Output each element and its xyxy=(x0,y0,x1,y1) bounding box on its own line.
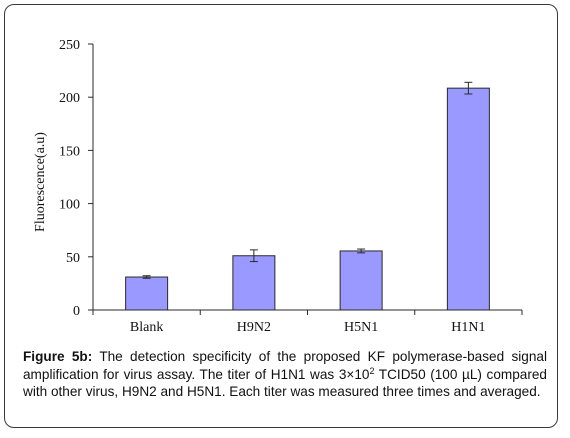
y-tick-label: 150 xyxy=(59,144,80,159)
x-tick-label: H1N1 xyxy=(451,320,485,335)
y-tick-label: 0 xyxy=(73,304,80,319)
caption-label: Figure 5b: xyxy=(23,349,93,364)
bar xyxy=(446,87,490,311)
caption-text: The detection specificity of the propose… xyxy=(23,349,547,382)
y-tick-label: 100 xyxy=(59,198,80,213)
figure-caption: Figure 5b: The detection specificity of … xyxy=(23,348,547,401)
caption-superscript: 2 xyxy=(369,365,375,376)
bars xyxy=(125,81,490,311)
x-axis: Blank H9N2 H5N1 H1N1 xyxy=(92,309,523,335)
x-tick-label: H9N2 xyxy=(237,320,271,335)
y-tick-label: 250 xyxy=(59,38,80,53)
y-tick-label: 200 xyxy=(59,91,80,106)
x-tick-label: Blank xyxy=(130,320,163,335)
caption-text-continued: TCID50 (100 µL) compared with other viru… xyxy=(23,366,547,400)
x-tick-label: H5N1 xyxy=(344,320,378,335)
bar xyxy=(232,255,276,311)
bar xyxy=(339,250,383,311)
bar-chart: 0 50 100 150 200 250 Blank H9N2 H5N1 H1N1 Fluore… xyxy=(33,38,523,335)
y-axis: 0 50 100 150 200 250 xyxy=(59,38,94,319)
bar xyxy=(125,276,169,311)
y-axis-title: Fluorescence(a.u) xyxy=(33,132,48,232)
y-tick-label: 50 xyxy=(66,251,80,266)
